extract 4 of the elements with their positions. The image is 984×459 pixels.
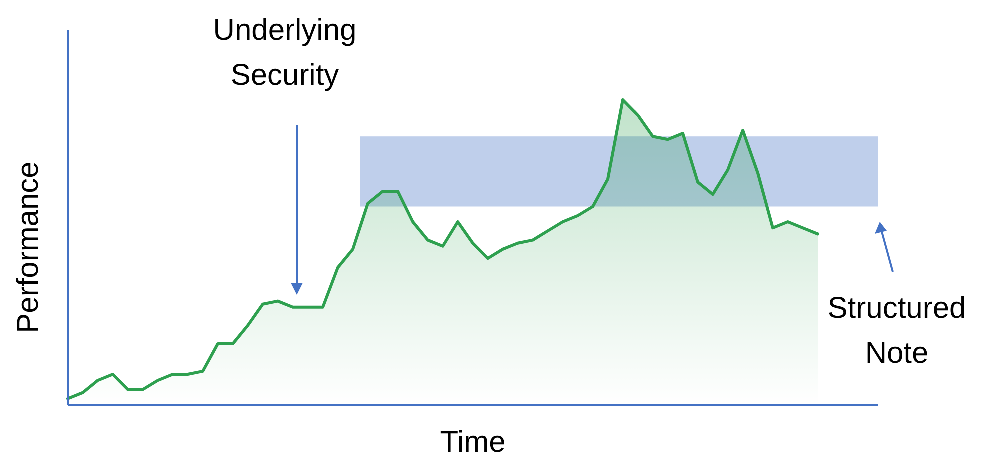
text: Structured Note <box>828 292 966 370</box>
y-axis-title: Performance <box>12 162 45 334</box>
x-axis-title: Time <box>440 426 506 459</box>
text: Underlying Security <box>213 14 357 92</box>
